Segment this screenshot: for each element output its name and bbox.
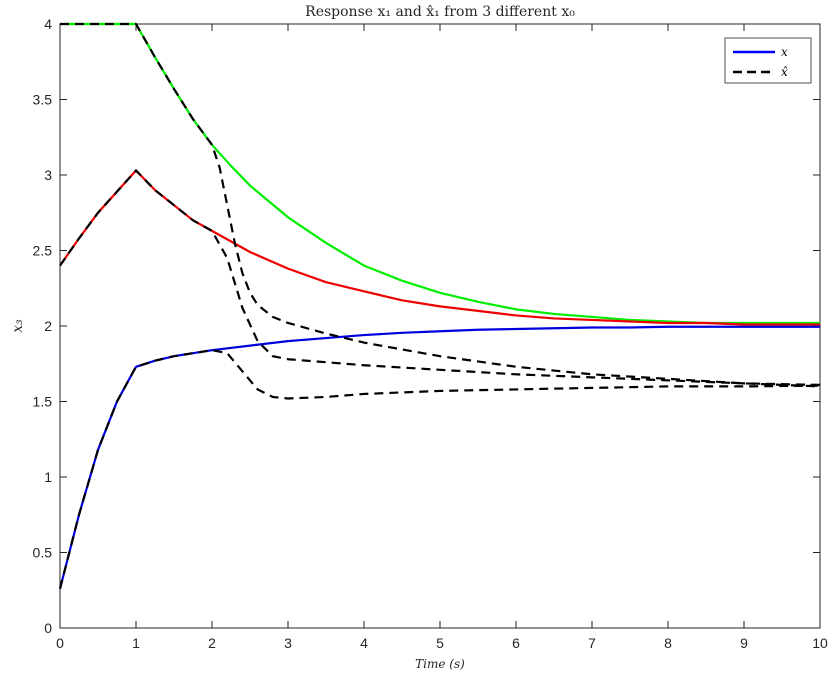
- series-layer: [58, 22, 821, 590]
- x-tick-label: 7: [588, 635, 596, 651]
- estimate-line-5: [58, 349, 821, 590]
- x-tick-label: 4: [360, 635, 368, 651]
- y-tick-label: 0.5: [33, 545, 53, 561]
- x-tick-label: 9: [740, 635, 748, 651]
- legend-box: [724, 37, 812, 84]
- y-tick-label: 4: [44, 16, 52, 32]
- x-tick-label: 10: [812, 635, 828, 651]
- y-tick-label: 3: [44, 167, 52, 183]
- legend-label-xhat: x̂: [781, 65, 788, 79]
- x-axis-label: Time (s): [415, 657, 465, 671]
- response-line-2: [58, 325, 820, 590]
- chart-title: Response x₁ and x̂₁ from 3 different x₀: [305, 4, 575, 20]
- x-tick-label: 6: [512, 635, 520, 651]
- x-tick-label: 3: [284, 635, 292, 651]
- axis-ticks: 0 1 2 3 4 5 6 7 8 9 10 0 0.5 1 1.5 2 2.5 3 3.5 4: [33, 16, 828, 651]
- y-tick-label: 2: [44, 318, 52, 334]
- x-tick-label: 8: [664, 635, 672, 651]
- legend-label-x: x: [781, 45, 788, 59]
- y-tick-label: 3.5: [33, 92, 53, 108]
- y-tick-label: 0: [44, 620, 52, 636]
- estimate-line-3: [60, 22, 821, 388]
- x-tick-label: 5: [436, 635, 444, 651]
- y-tick-label: 2.5: [33, 243, 53, 259]
- x-tick-label: 0: [56, 635, 64, 651]
- x-tick-label: 2: [208, 635, 216, 651]
- legend: x x̂: [724, 37, 812, 84]
- y-tick-label: 1.5: [33, 394, 53, 410]
- x-tick-label: 1: [132, 635, 140, 651]
- estimate-line-4: [59, 169, 821, 386]
- y-axis-label: x₃: [10, 319, 26, 333]
- y-tick-label: 1: [44, 469, 52, 485]
